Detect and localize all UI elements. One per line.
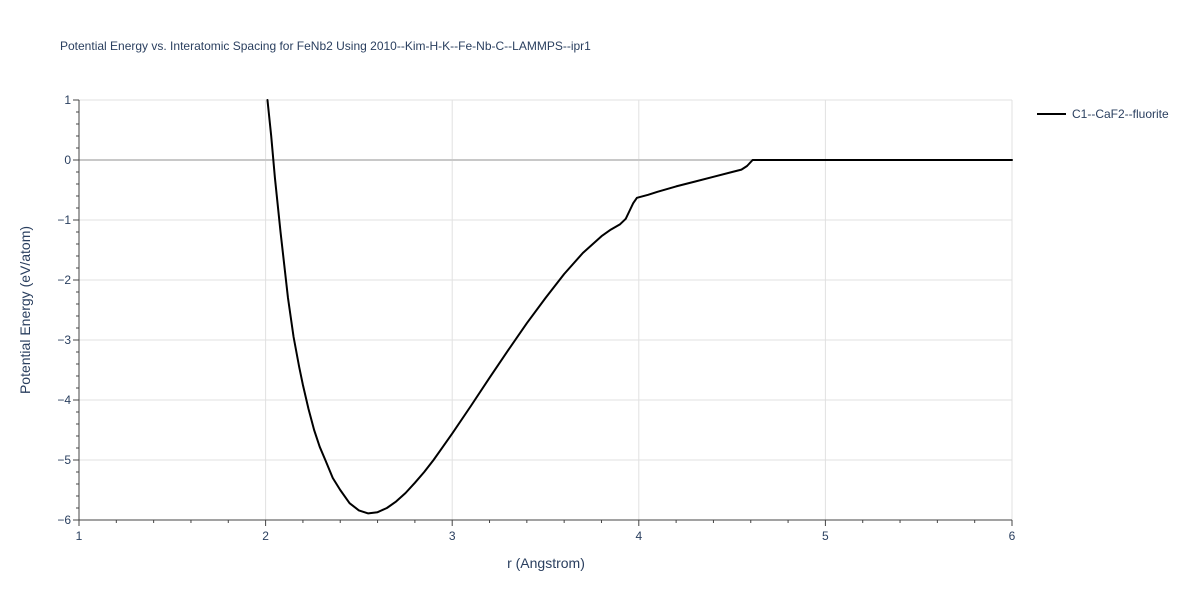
- x-tick-label-0: 1: [76, 529, 83, 543]
- legend[interactable]: C1--CaF2--fluorite: [1037, 107, 1169, 121]
- x-tick-label-3: 4: [635, 529, 642, 543]
- y-tick-label-1: 0: [64, 153, 71, 167]
- y-tick-label-6: −5: [57, 453, 71, 467]
- y-tick-label-7: −6: [57, 513, 71, 527]
- grid: [79, 99, 1013, 520]
- y-tick-label-5: −4: [57, 393, 71, 407]
- y-tick-label-4: −3: [57, 333, 71, 347]
- legend-label-0: C1--CaF2--fluorite: [1072, 107, 1169, 121]
- x-tick-label-5: 6: [1009, 529, 1016, 543]
- x-axis-title: r (Angstrom): [507, 555, 585, 571]
- chart-title: Potential Energy vs. Interatomic Spacing…: [60, 39, 591, 53]
- series-layer: [266, 99, 1013, 515]
- axes: 1 2 3 4 5 6 1 0 −1 −2 −3 −4 −5 −6: [57, 93, 1015, 543]
- x-tick-label-4: 5: [822, 529, 829, 543]
- series-line-0[interactable]: [266, 99, 1013, 515]
- y-axis-title: Potential Energy (eV/atom): [17, 226, 33, 394]
- y-tick-label-2: −1: [57, 213, 71, 227]
- y-tick-label-0: 1: [64, 93, 71, 107]
- y-tick-label-3: −2: [57, 273, 71, 287]
- x-tick-label-1: 2: [262, 529, 269, 543]
- x-tick-label-2: 3: [449, 529, 456, 543]
